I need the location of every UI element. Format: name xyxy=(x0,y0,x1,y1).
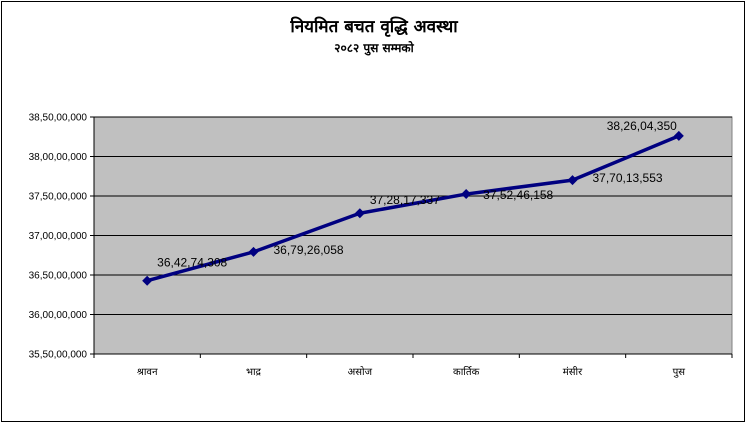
y-tick-label: 36,00,00,000 xyxy=(29,310,88,321)
x-tick-label: भाद्र xyxy=(246,367,262,378)
y-tick-label: 35,50,00,000 xyxy=(29,350,88,361)
x-tick-label: मंसीर xyxy=(563,366,583,378)
data-point xyxy=(248,246,259,257)
data-label: 37,70,13,553 xyxy=(593,171,663,185)
y-tick-label: 37,50,00,000 xyxy=(29,192,88,203)
chart-title: नियमित बचत वृद्धि अवस्था xyxy=(290,17,458,37)
data-point xyxy=(673,130,684,141)
data-point xyxy=(354,208,365,219)
data-label: 38,26,04,350 xyxy=(607,119,677,133)
data-point xyxy=(461,189,472,200)
data-label: 37,28,17,337 xyxy=(370,193,440,207)
data-point xyxy=(142,275,153,286)
x-tick-label: पुस xyxy=(673,367,686,378)
x-tick-label: श्रावन xyxy=(137,367,158,378)
y-tick-label: 38,50,00,000 xyxy=(29,113,88,124)
y-tick-label: 36,50,00,000 xyxy=(29,271,88,282)
y-tick-label: 38,00,00,000 xyxy=(29,152,88,163)
data-label: 36,42,74,308 xyxy=(157,256,227,270)
data-label: 37,52,46,158 xyxy=(483,188,553,202)
data-label: 36,79,26,058 xyxy=(274,243,344,257)
x-tick-label: कार्तिक xyxy=(453,366,480,378)
series-line xyxy=(146,134,680,283)
data-point xyxy=(567,175,578,186)
x-tick-label: असोज xyxy=(348,366,373,378)
chart-subtitle: २०८२ पुस सम्मको xyxy=(334,41,414,55)
y-tick-label: 37,00,00,000 xyxy=(29,231,88,242)
